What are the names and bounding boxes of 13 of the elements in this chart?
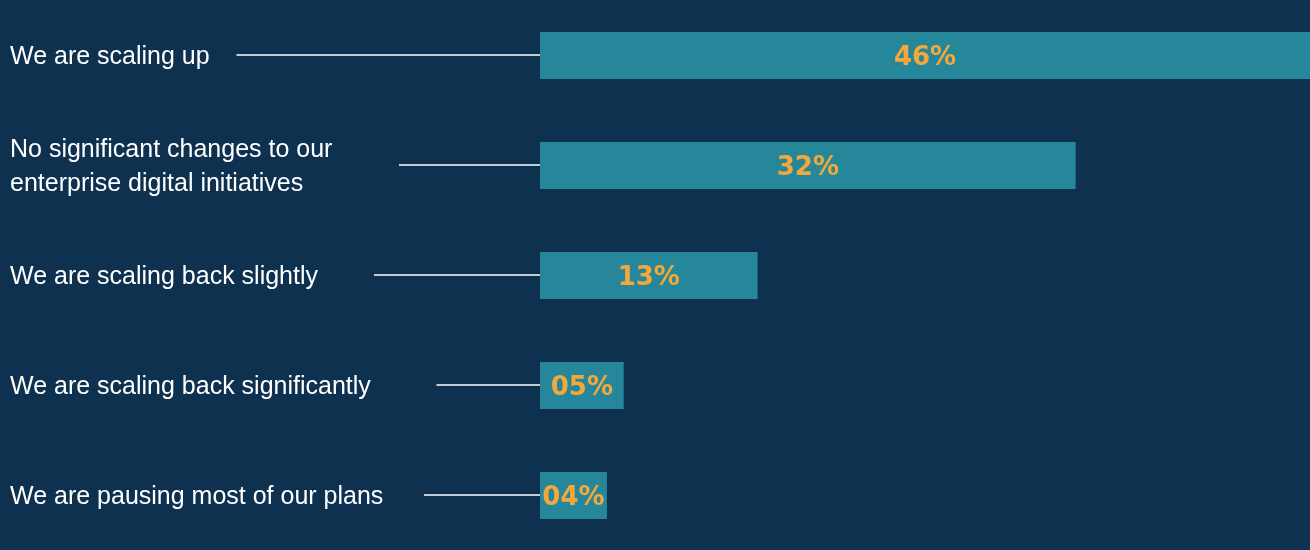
y-tick-label: We are scaling back slightly bbox=[10, 261, 319, 289]
data-label: 46% bbox=[893, 40, 957, 71]
y-tick-label: We are pausing most of our plans bbox=[10, 481, 384, 509]
data-label: 04% bbox=[542, 480, 605, 511]
bar bbox=[540, 32, 1310, 79]
bar bbox=[540, 142, 1076, 189]
data-label: 32% bbox=[776, 150, 839, 181]
y-tick-label: We are scaling up bbox=[10, 41, 210, 69]
y-tick-label: No significant changes to our enterprise digital initiatives bbox=[10, 134, 333, 196]
data-label: 05% bbox=[550, 370, 613, 401]
bar bbox=[540, 252, 758, 299]
y-tick-label: We are scaling back significantly bbox=[10, 371, 372, 399]
data-label: 13% bbox=[617, 260, 680, 291]
